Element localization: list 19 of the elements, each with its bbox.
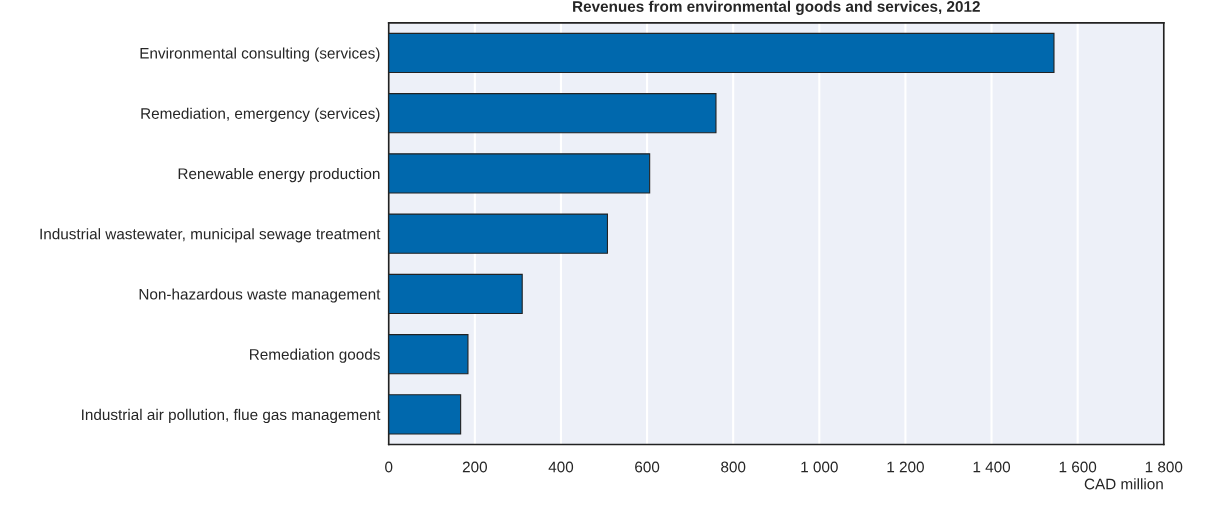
y-tick-label: Remediation goods <box>250 348 380 363</box>
x-tick-label: 1 000 <box>801 461 838 473</box>
x-tick-label: 800 <box>721 461 746 473</box>
x-tick-label: 200 <box>462 461 487 473</box>
y-tick-label: Non-hazardous waste management <box>139 288 381 303</box>
chart-title: Revenues from environmental goods and services, 2012 <box>573 0 980 15</box>
x-tick-label: 1 400 <box>973 461 1011 473</box>
y-tick-label: Environmental consulting (services) <box>140 47 380 62</box>
x-tick-label: 1 800 <box>1145 461 1183 473</box>
x-tick-label: 400 <box>548 461 574 473</box>
x-tick-label: 1 200 <box>887 461 924 473</box>
x-tick-label: 600 <box>635 461 660 473</box>
y-tick-label: Renewable energy production <box>178 167 380 183</box>
x-axis-title: CAD million <box>1084 478 1163 490</box>
y-tick-label: Industrial wastewater, municipal sewage treatment <box>40 228 381 243</box>
y-tick-label: Industrial air pollution, flue gas management <box>82 408 381 424</box>
x-tick-label: 1 600 <box>1059 461 1097 473</box>
y-tick-label: Remediation, emergency (services) <box>141 107 380 122</box>
x-tick-label: 0 <box>385 461 393 473</box>
